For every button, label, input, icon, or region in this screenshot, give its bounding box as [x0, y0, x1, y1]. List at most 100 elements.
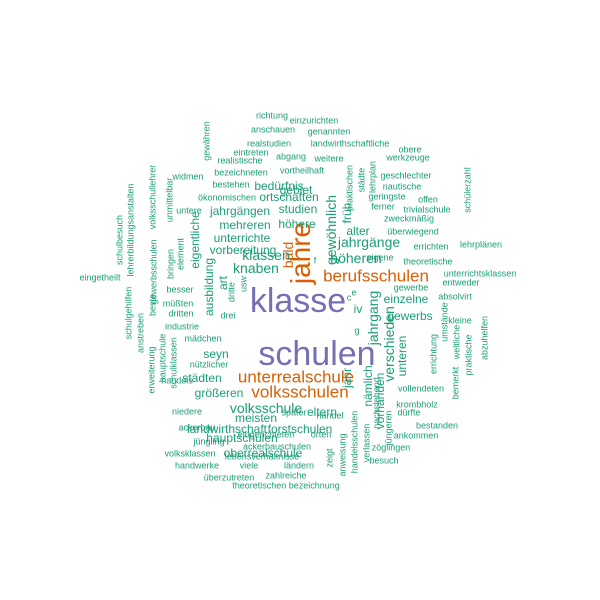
word-jahrgange: jahrgänge [337, 234, 401, 250]
word-errichtung: errichtung [428, 333, 439, 375]
word-einzurichten: einzurichten [289, 115, 339, 126]
word-landern: ländern [283, 460, 315, 471]
word-volksschulen: volksschulen [251, 382, 349, 402]
word-vortheilhaft: vortheilhaft [279, 165, 325, 176]
word-errichten: errichten [413, 241, 449, 252]
word-abgang: abgang [275, 151, 307, 162]
word-iv: iv [353, 302, 363, 316]
word-landwirthschaft: landwirthschaft [186, 422, 268, 436]
word-gewahren: gewähren [201, 121, 212, 161]
word-volksschule: volksschule [229, 400, 303, 416]
word-handels: handels [161, 375, 193, 386]
word-volksschullehrer: volksschullehrer [147, 164, 158, 230]
word-besser: besser [166, 284, 194, 295]
word-c: c [346, 292, 352, 303]
word-handel: handel [316, 410, 344, 421]
word-klassen: klassen [242, 247, 290, 263]
word-trivialschule: trivialschule [403, 204, 451, 215]
word-drei: drei [220, 310, 236, 321]
word-weitere: weitere [314, 153, 344, 164]
word-unmittelbar: unmittelbar [164, 177, 175, 223]
word-ackerbauschulen: ackerbauschulen [242, 441, 312, 452]
word-schulbesuch: schulbesuch [114, 214, 125, 266]
word-untere: untere [176, 205, 202, 216]
word-einzelne: einzelne [383, 292, 429, 306]
word-realistische: realistische [217, 155, 263, 166]
word-stadten: städten [182, 371, 222, 385]
word-absolvirt: absolvirt [438, 291, 472, 302]
word-grosseren: größeren [194, 386, 244, 400]
word-dritten: dritten [168, 308, 194, 319]
word-schulklassen: schulklassen [168, 337, 179, 389]
word-ackerbau: ackerbau [178, 422, 216, 433]
word-eingetheilt: eingetheilt [79, 272, 121, 283]
word-okonomischen: ökonomischen [197, 192, 257, 203]
word-landwirthschaftliche: landwirthschaftliche [310, 138, 390, 149]
word-spater: später [281, 407, 307, 418]
word-praktischen: praktischen [344, 164, 355, 212]
word-zahlreiche: zahlreiche [265, 470, 307, 481]
word-studien: studien [278, 202, 318, 216]
word-meisten: meisten [234, 411, 278, 425]
word-volksklassen: volksklassen [164, 448, 216, 459]
word-zeigt: zeigt [324, 448, 335, 468]
word-entweder: entweder [442, 277, 480, 288]
word-nautische: nautische [382, 181, 422, 192]
word-richtung: richtung [255, 110, 289, 121]
word-lehrplanen: lehrplänen [459, 239, 503, 250]
word-hoheren: höheren [330, 250, 382, 266]
word-anschauen: anschauen [250, 124, 296, 135]
word-ortschaften: ortschaften [259, 190, 319, 204]
word-usw: usw [238, 275, 249, 293]
word-nutzlicher: nützlicher [189, 359, 229, 370]
word-beste: beste [147, 293, 158, 317]
word-jahr: jahr [340, 367, 354, 389]
word-oberrealschule: oberrealschule [223, 446, 303, 460]
word-seyn: seyn [203, 347, 229, 361]
word-gewerbe: gewerbe [393, 282, 429, 293]
word-orten: orten [310, 429, 332, 440]
word-vorbereitung: vorbereitung [209, 243, 277, 257]
word-uberzutreten: überzutreten [203, 472, 255, 483]
word-offen: offen [418, 194, 438, 205]
word-stadte: städte [356, 167, 367, 193]
word-unterrealschule: unterrealschule [237, 367, 355, 387]
word-lebensverhaltnisse: lebensverhältnisse [224, 451, 300, 462]
word-e: e [351, 287, 357, 298]
word-klasse: klasse [249, 282, 347, 320]
word-kleine: kleine [448, 315, 472, 326]
word-theoretische: theoretische [403, 256, 453, 267]
word-schulzahl: schülerzahl [462, 167, 473, 213]
word-hauptschulen: hauptschulen [206, 431, 278, 445]
word-niedere: niedere [171, 406, 203, 417]
word-bezeichneten: bezeichneten [214, 167, 268, 178]
word-bringen: bringen [165, 248, 176, 280]
word-forstschulen: forstschulen [267, 422, 333, 436]
word-gewerbs: gewerbs [387, 309, 433, 323]
word-alter: alter [346, 224, 370, 238]
word-handelsschulen: handelsschulen [349, 410, 360, 474]
word-jungen: jüngeren [383, 410, 394, 446]
word-eingerichteten: eingerichteten [237, 429, 295, 440]
word-uberwiegend: überwiegend [387, 226, 439, 237]
word-eintreten: eintreten [233, 147, 269, 158]
word-vollendeten: vollendeten [397, 383, 445, 394]
word-hauptschule: hauptschule [157, 333, 168, 383]
word-genannten: genannten [307, 126, 351, 137]
word-erweiterung: erweiterung [146, 346, 157, 394]
word-geringste: geringste [368, 191, 406, 202]
word-schulen: schulen [258, 335, 376, 373]
word-zweckmassig: zweckmäßig [383, 213, 435, 224]
word-eltern: eltern [306, 405, 338, 419]
word-hohere: höhere [278, 217, 316, 231]
word-handwerke: handwerke [174, 460, 220, 471]
word-obere: obere [398, 144, 422, 155]
word-element: element [175, 237, 186, 271]
word-theoretischen-bezeichnung: theoretischen bezeichnung [232, 480, 340, 491]
word-bemerkt: bemerkt [450, 366, 461, 400]
word-besuch: besuch [369, 455, 399, 466]
word-mehreren: mehreren [219, 218, 271, 232]
word-schulgehilfen: schulgehilfen [123, 286, 134, 340]
word-anweisung: anweisung [337, 433, 348, 477]
